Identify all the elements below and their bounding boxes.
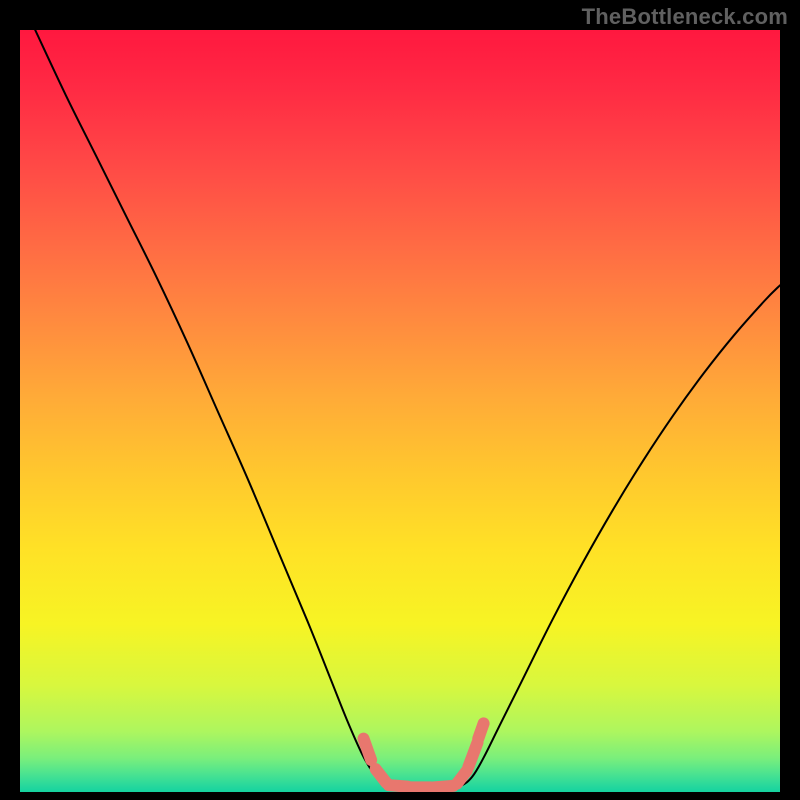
chart-container: TheBottleneck.com	[0, 0, 800, 800]
bottleneck-chart	[20, 30, 780, 792]
watermark-text: TheBottleneck.com	[582, 4, 788, 30]
